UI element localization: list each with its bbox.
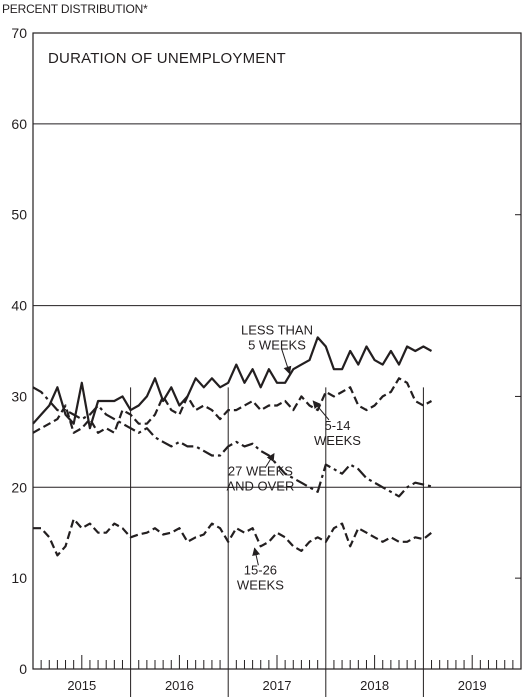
x-tick-label-2019: 2019 bbox=[458, 678, 487, 693]
annotation-arrow-0 bbox=[280, 348, 292, 375]
series-line-0 bbox=[32, 336, 433, 430]
annotation-label-3: WEEKS bbox=[237, 578, 284, 593]
annotation-label-2: AND OVER bbox=[226, 478, 294, 493]
annotation-label-1: 5-14 bbox=[324, 418, 350, 433]
annotation-arrow-2 bbox=[264, 452, 275, 469]
y-tick-label-10: 10 bbox=[11, 570, 27, 586]
series-line-2 bbox=[32, 386, 432, 498]
y-tick-label-60: 60 bbox=[11, 116, 27, 132]
series-line-1 bbox=[32, 377, 433, 434]
annotation-arrow-3 bbox=[252, 547, 261, 566]
y-tick-label-30: 30 bbox=[11, 388, 27, 404]
x-tick-label-2017: 2017 bbox=[263, 678, 292, 693]
annotation-arrow-1 bbox=[312, 400, 330, 421]
y-tick-label-40: 40 bbox=[11, 298, 27, 314]
annotation-label-0: 5 WEEKS bbox=[248, 338, 306, 353]
annotation-label-0: LESS THAN bbox=[241, 323, 313, 338]
series-line-3 bbox=[33, 517, 433, 557]
y-tick-label-0: 0 bbox=[19, 661, 27, 677]
y-tick-label-50: 50 bbox=[11, 207, 27, 223]
annotation-label-2: 27 WEEKS bbox=[228, 463, 293, 478]
y-tick-label-20: 20 bbox=[11, 479, 27, 495]
y-tick-label-70: 70 bbox=[11, 25, 27, 41]
y-axis-label: PERCENT DISTRIBUTION* bbox=[2, 2, 148, 16]
chart-title: DURATION OF UNEMPLOYMENT bbox=[48, 50, 286, 67]
annotation-label-1: WEEKS bbox=[314, 433, 361, 448]
annotation-label-3: 15-26 bbox=[244, 563, 277, 578]
x-tick-label-2018: 2018 bbox=[360, 678, 389, 693]
x-tick-label-2015: 2015 bbox=[67, 678, 96, 693]
x-tick-label-2016: 2016 bbox=[165, 678, 194, 693]
